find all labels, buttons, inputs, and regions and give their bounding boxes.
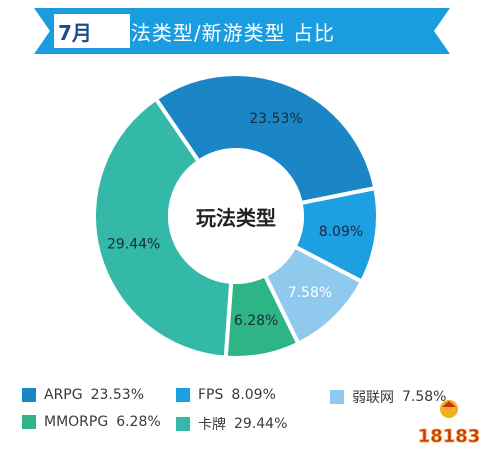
legend-value: 23.53% <box>90 387 144 403</box>
slice-label-4: 29.44% <box>107 237 160 253</box>
legend-item-arpg: ARPG 23.53% <box>22 387 144 403</box>
logo-text: 18183 <box>418 426 480 447</box>
title-banner: 7月 玩法类型/新游类型 占比 <box>34 8 450 54</box>
slice-label-3: 6.28% <box>234 313 278 329</box>
legend-name: MMORPG <box>44 414 109 430</box>
logo-emblem <box>440 400 458 418</box>
month-label: 7月 <box>58 20 92 45</box>
legend-value: 29.44% <box>234 416 288 432</box>
logo-hat <box>442 401 456 407</box>
legend-item-weak-network: 弱联网 7.58% <box>330 387 446 407</box>
legend: ARPG 23.53% FPS 8.09% 弱联网 7.58% MMORPG 6… <box>0 383 483 453</box>
legend-value: 6.28% <box>116 414 161 430</box>
legend-value: 7.58% <box>402 389 447 405</box>
slice-labels: 23.53% 8.09% 7.58% 6.28% 29.44% <box>107 111 363 329</box>
18183-logo-icon: 18183 <box>418 400 480 447</box>
legend-item-fps: FPS 8.09% <box>176 387 276 403</box>
legend-swatch <box>22 388 36 402</box>
legend-item-mmorpg: MMORPG 6.28% <box>22 414 161 430</box>
slice-label-2: 7.58% <box>288 285 332 301</box>
center-label: 玩法类型 <box>196 206 276 230</box>
banner-shape <box>34 8 450 54</box>
legend-swatch <box>176 417 190 431</box>
legend-swatch <box>330 390 344 404</box>
legend-name: 弱联网 <box>352 390 394 406</box>
legend-name: 卡牌 <box>198 417 226 433</box>
legend-swatch <box>22 415 36 429</box>
legend-name: ARPG <box>44 387 83 403</box>
donut-hole <box>170 150 302 282</box>
donut-chart: 玩法类型 23.53% 8.09% 7.58% 6.28% 29.44% <box>92 72 380 360</box>
legend-swatch <box>176 388 190 402</box>
legend-value: 8.09% <box>231 387 276 403</box>
legend-item-card: 卡牌 29.44% <box>176 414 287 434</box>
legend-name: FPS <box>198 387 224 403</box>
slice-label-0: 23.53% <box>249 111 302 127</box>
page-title: 玩法类型/新游类型 占比 <box>109 20 336 45</box>
slice-label-1: 8.09% <box>319 224 363 240</box>
